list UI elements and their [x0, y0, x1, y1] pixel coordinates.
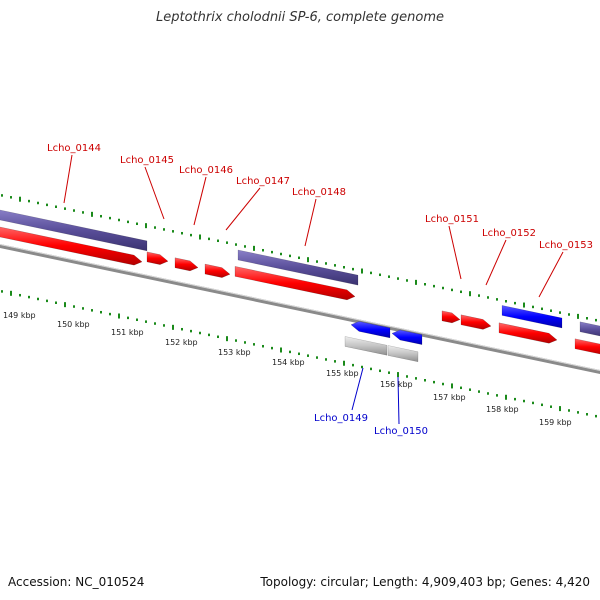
gene-label-lcho-0149[interactable]: Lcho_0149 — [314, 413, 368, 424]
gene-arrow-lcho-0148 — [234, 266, 356, 301]
cds-bar-track — [0, 209, 600, 363]
leader-line-forward — [63, 154, 73, 204]
gene-arrow-lcho-0146 — [174, 257, 199, 272]
gene-track — [0, 226, 600, 355]
backbone — [0, 244, 600, 374]
ruler-tick-label: 152 kbp — [165, 338, 198, 347]
label-leaders — [63, 154, 564, 425]
cds-bar-reverse — [387, 345, 419, 363]
backbone-highlight — [0, 244, 600, 371]
leader-line-forward — [304, 198, 317, 247]
ruler-tick-label: 156 kbp — [380, 380, 413, 389]
ruler-tick-label: 159 kbp — [539, 418, 572, 427]
ruler-tick-label: 154 kbp — [272, 358, 305, 367]
gene-label-lcho-0147[interactable]: Lcho_0147 — [236, 176, 290, 187]
leader-line-forward — [225, 187, 261, 231]
leader-line-reverse — [351, 367, 364, 411]
ruler-tick-label: 150 kbp — [57, 320, 90, 329]
gene-label-lcho-0148[interactable]: Lcho_0148 — [292, 187, 346, 198]
gene-arrow-lcho-0147 — [204, 263, 231, 278]
gene-label-lcho-0145[interactable]: Lcho_0145 — [120, 155, 174, 166]
genome-summary-text: Topology: circular; Length: 4,909,403 bp… — [260, 575, 590, 589]
cds-bar-forward — [237, 249, 359, 286]
ruler-tick-label: 158 kbp — [486, 405, 519, 414]
ruler-tick-label: 155 kbp — [326, 369, 359, 378]
ruler-tick-label: 149 kbp — [3, 311, 36, 320]
gene-arrow-partial — [574, 338, 600, 355]
accession-text: Accession: NC_010524 — [8, 575, 145, 589]
gene-label-lcho-0152[interactable]: Lcho_0152 — [482, 228, 536, 239]
gene-labels: Lcho_0144 Lcho_0145 Lcho_0146 Lcho_0147 … — [47, 143, 593, 437]
gene-label-lcho-0144[interactable]: Lcho_0144 — [47, 143, 101, 154]
reverse-tick-track — [1, 290, 597, 418]
gene-arrow-lcho-0144 — [0, 226, 143, 266]
cds-bar-reverse — [344, 336, 388, 356]
gene-label-lcho-0150[interactable]: Lcho_0150 — [374, 426, 428, 437]
ruler-labels: 149 kbp 150 kbp 151 kbp 152 kbp 153 kbp … — [3, 311, 572, 427]
cds-bar-forward-highlight — [501, 305, 563, 329]
gene-arrow-lcho-0152 — [460, 314, 492, 330]
leader-line-forward — [538, 251, 564, 298]
gene-label-lcho-0146[interactable]: Lcho_0146 — [179, 165, 233, 176]
gene-arrow-lcho-0149 — [350, 321, 391, 339]
cds-bar-forward — [579, 321, 600, 337]
leader-line-reverse — [397, 376, 400, 425]
leader-line-forward — [485, 239, 507, 286]
gene-arrow-lcho-0151 — [441, 310, 461, 324]
gene-arrow-lcho-0153 — [498, 322, 558, 344]
gene-arrow-lcho-0150 — [391, 329, 423, 345]
ruler-tick-label: 153 kbp — [218, 348, 251, 357]
ruler-tick-label: 151 kbp — [111, 328, 144, 337]
forward-tick-track — [1, 194, 597, 322]
gene-label-lcho-0151[interactable]: Lcho_0151 — [425, 214, 479, 225]
ruler-tick-label: 157 kbp — [433, 393, 466, 402]
gene-arrow-lcho-0145 — [146, 251, 169, 265]
leader-line-forward — [193, 176, 207, 226]
map-title: Leptothrix cholodnii SP-6, complete geno… — [156, 10, 444, 25]
leader-line-forward — [448, 225, 462, 280]
gene-label-lcho-0153[interactable]: Lcho_0153 — [539, 240, 593, 251]
cds-bar-forward — [0, 209, 148, 252]
leader-line-forward — [144, 166, 165, 220]
